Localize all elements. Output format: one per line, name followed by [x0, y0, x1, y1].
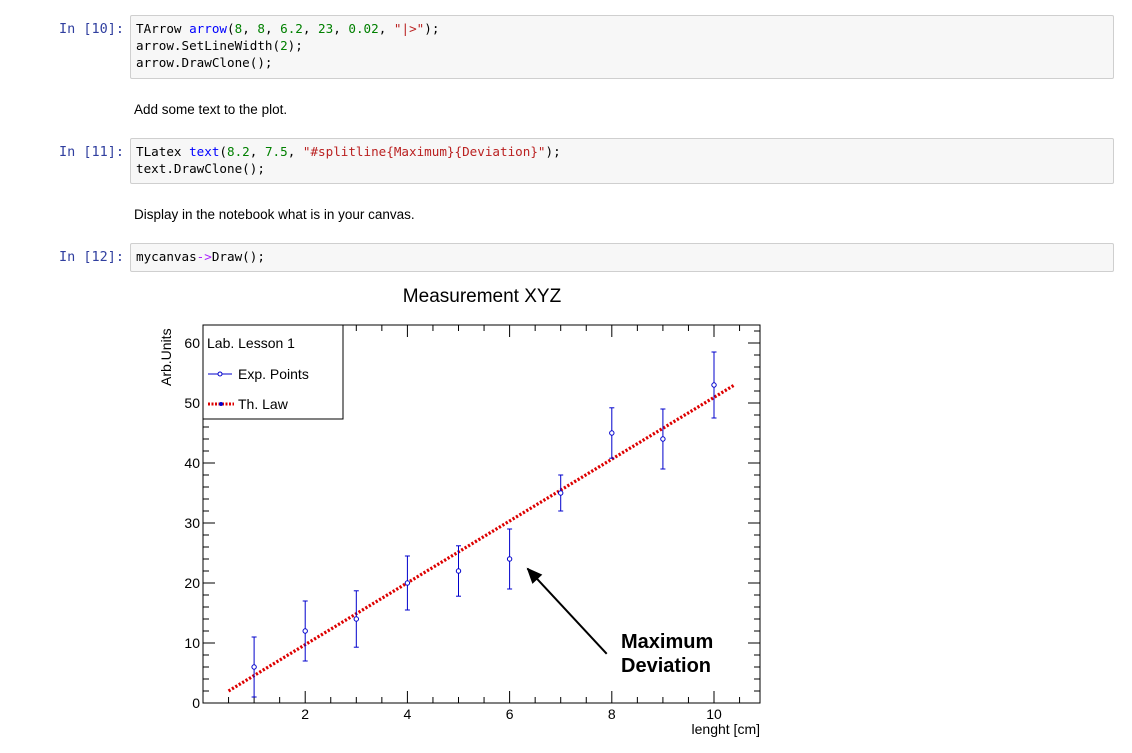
y-tick-label: 30	[184, 515, 200, 531]
code-line: TLatex text(8.2, 7.5, "#splitline{Maximu…	[136, 143, 1108, 160]
data-point	[302, 628, 308, 634]
code-token: "#splitline{Maximum}{Deviation}"	[302, 144, 546, 159]
code-token: 8	[234, 21, 243, 36]
data-point	[558, 490, 564, 496]
data-point-group	[609, 407, 615, 459]
code-token: ,	[264, 21, 281, 36]
cell-prompt: In [12]:	[58, 249, 124, 265]
data-point	[353, 616, 360, 622]
code-line: arrow.DrawClone();	[136, 54, 1108, 71]
code-token: 6.2	[280, 21, 303, 36]
code-token: );	[424, 21, 440, 36]
code-token: ,	[302, 21, 319, 36]
code-token: arrow.SetLineWidth(	[136, 38, 281, 53]
x-axis-label: lenght [cm]	[692, 721, 760, 737]
code-token: 0.02	[348, 21, 379, 36]
plot-frame	[202, 324, 761, 704]
code-line: mycanvas->Draw();	[136, 248, 1108, 265]
annotation-arrow-head	[526, 567, 543, 584]
code-token: Draw();	[211, 249, 265, 264]
code-token: 23	[318, 21, 334, 36]
code-token: TArrow	[136, 21, 190, 36]
y-axis-label: Arb.Units	[158, 328, 174, 386]
code-token: text.DrawClone();	[136, 161, 265, 176]
code-token: ,	[287, 144, 303, 159]
code-token: 2	[280, 38, 288, 53]
data-point-group	[506, 528, 513, 590]
data-point-group	[660, 408, 666, 470]
legend-entry-law: Th. Law	[238, 396, 289, 412]
code-line: text.DrawClone();	[136, 160, 1108, 177]
x-tick-label: 8	[608, 706, 616, 722]
code-cell-input[interactable]: TArrow arrow(8, 8, 6.2, 23, 0.02, "|>");…	[130, 15, 1114, 79]
y-tick-label: 20	[184, 575, 200, 591]
chart-title: Measurement XYZ	[403, 286, 562, 307]
data-point	[404, 580, 411, 586]
code-token: 8	[257, 21, 265, 36]
code-line: TArrow arrow(8, 8, 6.2, 23, 0.02, "|>");	[136, 20, 1108, 37]
data-point	[711, 382, 717, 388]
data-point-group	[711, 351, 717, 419]
theory-law-line	[227, 383, 736, 693]
canvas-output: Measurement XYZ 2 4 6 8 10 0 10 20 30 40 50 60 Lab.…	[158, 286, 761, 737]
code-token: mycanvas	[136, 249, 197, 264]
legend-header: Lab. Lesson 1	[207, 335, 295, 351]
data-point	[455, 568, 462, 574]
code-token: TLatex	[136, 144, 190, 159]
data-point	[609, 430, 615, 436]
code-token: arrow	[189, 21, 227, 36]
markdown-text: Add some text to the plot.	[134, 102, 288, 117]
annotation-line-1: Maximum	[621, 631, 713, 653]
cell-prompt: In [10]:	[58, 21, 124, 37]
code-token: text	[189, 144, 220, 159]
data-point-group	[455, 545, 462, 597]
cell-prompt: In [11]:	[58, 144, 124, 160]
annotation-arrow-shaft	[526, 567, 608, 655]
data-point-group	[353, 590, 360, 648]
code-token: ,	[333, 21, 349, 36]
code-token: (	[219, 144, 228, 159]
data-point-group	[558, 474, 564, 512]
x-tick-label: 2	[301, 706, 309, 722]
data-point	[251, 664, 257, 670]
data-point	[506, 556, 513, 562]
markdown-text: Display in the notebook what is in your …	[134, 207, 415, 222]
code-token: 7.5	[264, 144, 288, 159]
x-tick-label: 10	[706, 706, 722, 722]
code-cell-input[interactable]: mycanvas->Draw();	[130, 243, 1114, 272]
y-tick-label: 40	[184, 455, 200, 471]
code-token: );	[545, 144, 561, 159]
data-point	[660, 436, 666, 442]
y-tick-label: 0	[192, 695, 200, 711]
code-token: 8.2	[227, 144, 250, 159]
legend-law-marker	[219, 402, 223, 406]
data-point-group	[302, 600, 308, 662]
code-token: ,	[249, 144, 265, 159]
code-token: "|>"	[393, 21, 425, 36]
x-tick-label: 4	[404, 706, 412, 722]
code-token: ,	[242, 21, 258, 36]
legend-entry-points: Exp. Points	[238, 366, 309, 382]
code-cell-input[interactable]: TLatex text(8.2, 7.5, "#splitline{Maximu…	[130, 138, 1114, 184]
data-point-group	[404, 555, 411, 611]
code-token: ,	[378, 21, 394, 36]
legend-points-marker	[217, 371, 223, 377]
code-line: arrow.SetLineWidth(2);	[136, 37, 1108, 54]
y-tick-label: 60	[184, 335, 200, 351]
annotation-line-2: Deviation	[621, 655, 711, 677]
code-token: );	[287, 38, 303, 53]
y-tick-label: 50	[184, 395, 200, 411]
y-tick-label: 10	[184, 635, 200, 651]
code-token: (	[227, 21, 235, 36]
x-tick-label: 6	[506, 706, 514, 722]
code-token: ->	[196, 249, 212, 264]
code-token: arrow.DrawClone();	[136, 55, 273, 70]
data-point-group	[251, 636, 257, 698]
